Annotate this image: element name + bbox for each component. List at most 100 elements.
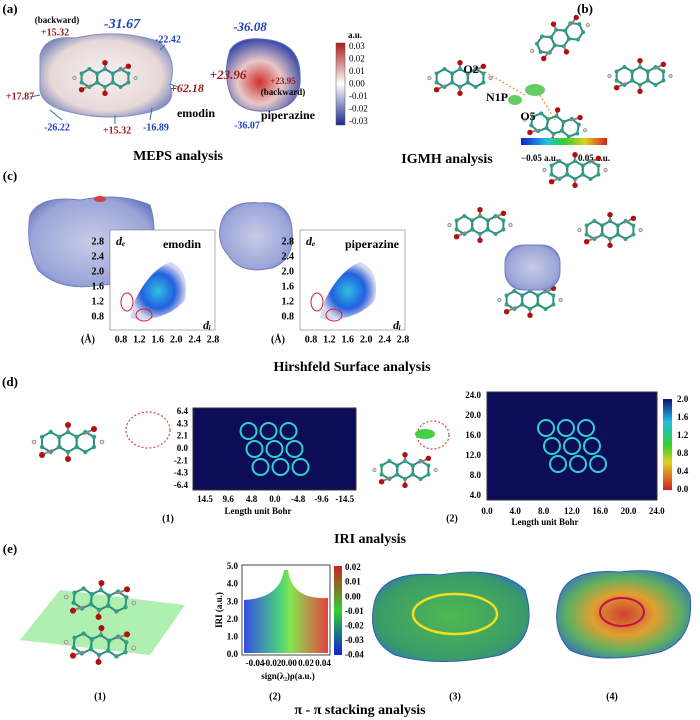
atom [630,69,635,74]
esp-value: +23.96 [210,67,247,82]
atom [623,237,628,241]
oxygen [563,49,570,55]
atom [561,119,566,124]
x-tick-label: 4.0 [510,506,522,516]
atom [65,429,71,435]
y-tick-label: 20.0 [465,410,481,420]
x-tick-label: 2.4 [378,334,391,345]
colorbar-tick: 0.03 [349,41,365,51]
molecule [63,625,137,665]
molecule-name: piperazine [261,108,316,122]
igmh-isosurface [508,95,522,105]
atom [631,223,636,228]
colorbar [335,42,346,126]
y-tick-label: 1.2 [282,296,295,307]
molecule [497,282,563,318]
iri-map [486,391,658,501]
oxygen [425,455,432,461]
atom [57,444,62,450]
atom [83,449,88,455]
atom [71,645,76,650]
atom [89,637,95,642]
ring [455,214,474,236]
oxygen [527,312,533,318]
molecule [542,152,608,188]
oxygen [65,456,71,462]
atom [81,631,86,636]
atom [106,593,112,598]
colorbar-tick: 0.01 [349,66,365,76]
atom [512,289,517,293]
ring [75,430,95,454]
atom [661,69,666,74]
oxygen [573,14,579,21]
oxygen [402,482,408,488]
atom [592,219,597,223]
atom [653,83,658,87]
molecule [372,452,438,488]
axis-label: Length unit Bohr [224,506,291,516]
colorbar-tick: -0.01 [349,91,368,101]
hydrogen [530,48,535,54]
atom [74,444,79,450]
oxygen [95,658,102,665]
highlight-ring [135,308,153,322]
atom [549,172,554,177]
y-tick-label: 4.3 [177,418,189,428]
atom [600,223,605,228]
x-tick-label: -0.02 [263,658,282,668]
y-tick-label: 24.0 [465,390,481,400]
h-bond [539,94,556,121]
atom [81,586,86,591]
label: (d) [2,374,18,389]
y-tick-label: 2.4 [92,251,105,262]
isosurface [556,570,692,659]
highlight-ring [411,592,499,636]
oxygen [477,237,483,243]
esp-value: -31.67 [104,17,141,32]
atom [126,71,131,76]
oxygen [630,215,637,221]
y-tick-label: 6.4 [177,406,189,416]
y-tick-label: -4.3 [174,468,189,478]
x-tick-label: 4.8 [246,494,258,504]
atom [580,172,585,177]
atom [566,134,571,139]
y-tick-label: 2.0 [227,614,239,624]
esp-value: -16.89 [143,122,169,133]
x-tick-label: 20.0 [621,506,637,516]
ring [646,65,665,87]
atom [584,223,589,228]
oxygen [480,63,487,69]
highlight-ring [416,420,450,450]
atom [79,71,84,76]
y-tick-label: 1.2 [92,296,105,307]
igmh-isosurface [525,84,545,96]
atom [123,605,128,610]
colorbar-tick: 1.6 [677,412,689,422]
atom [39,434,45,440]
hydrogen [668,73,673,79]
atom [88,602,94,607]
iri-contour [569,455,587,473]
hydrogen [433,467,438,473]
atom [450,71,455,76]
atom [79,80,84,85]
hydrogen [72,75,77,81]
atom [551,293,556,298]
molecule [427,60,493,96]
axis-unit: (Å) [271,333,285,345]
oxygen [124,586,131,593]
iri-contour [285,440,304,458]
caption: π - π stacking analysis [294,703,426,718]
oxygen [457,90,463,96]
subpanel-label: (1) [94,691,106,702]
colorbar-tick: -0.02 [349,104,368,114]
oxygen [125,63,132,69]
iri-contour [557,419,575,437]
ring [41,430,61,454]
arrow [49,109,63,121]
axis-label: sign(λ₂)ρ(a.u.) [261,671,314,681]
colorbar-tick: 0.00 [349,79,365,89]
hirshfeld-surface [219,202,293,271]
